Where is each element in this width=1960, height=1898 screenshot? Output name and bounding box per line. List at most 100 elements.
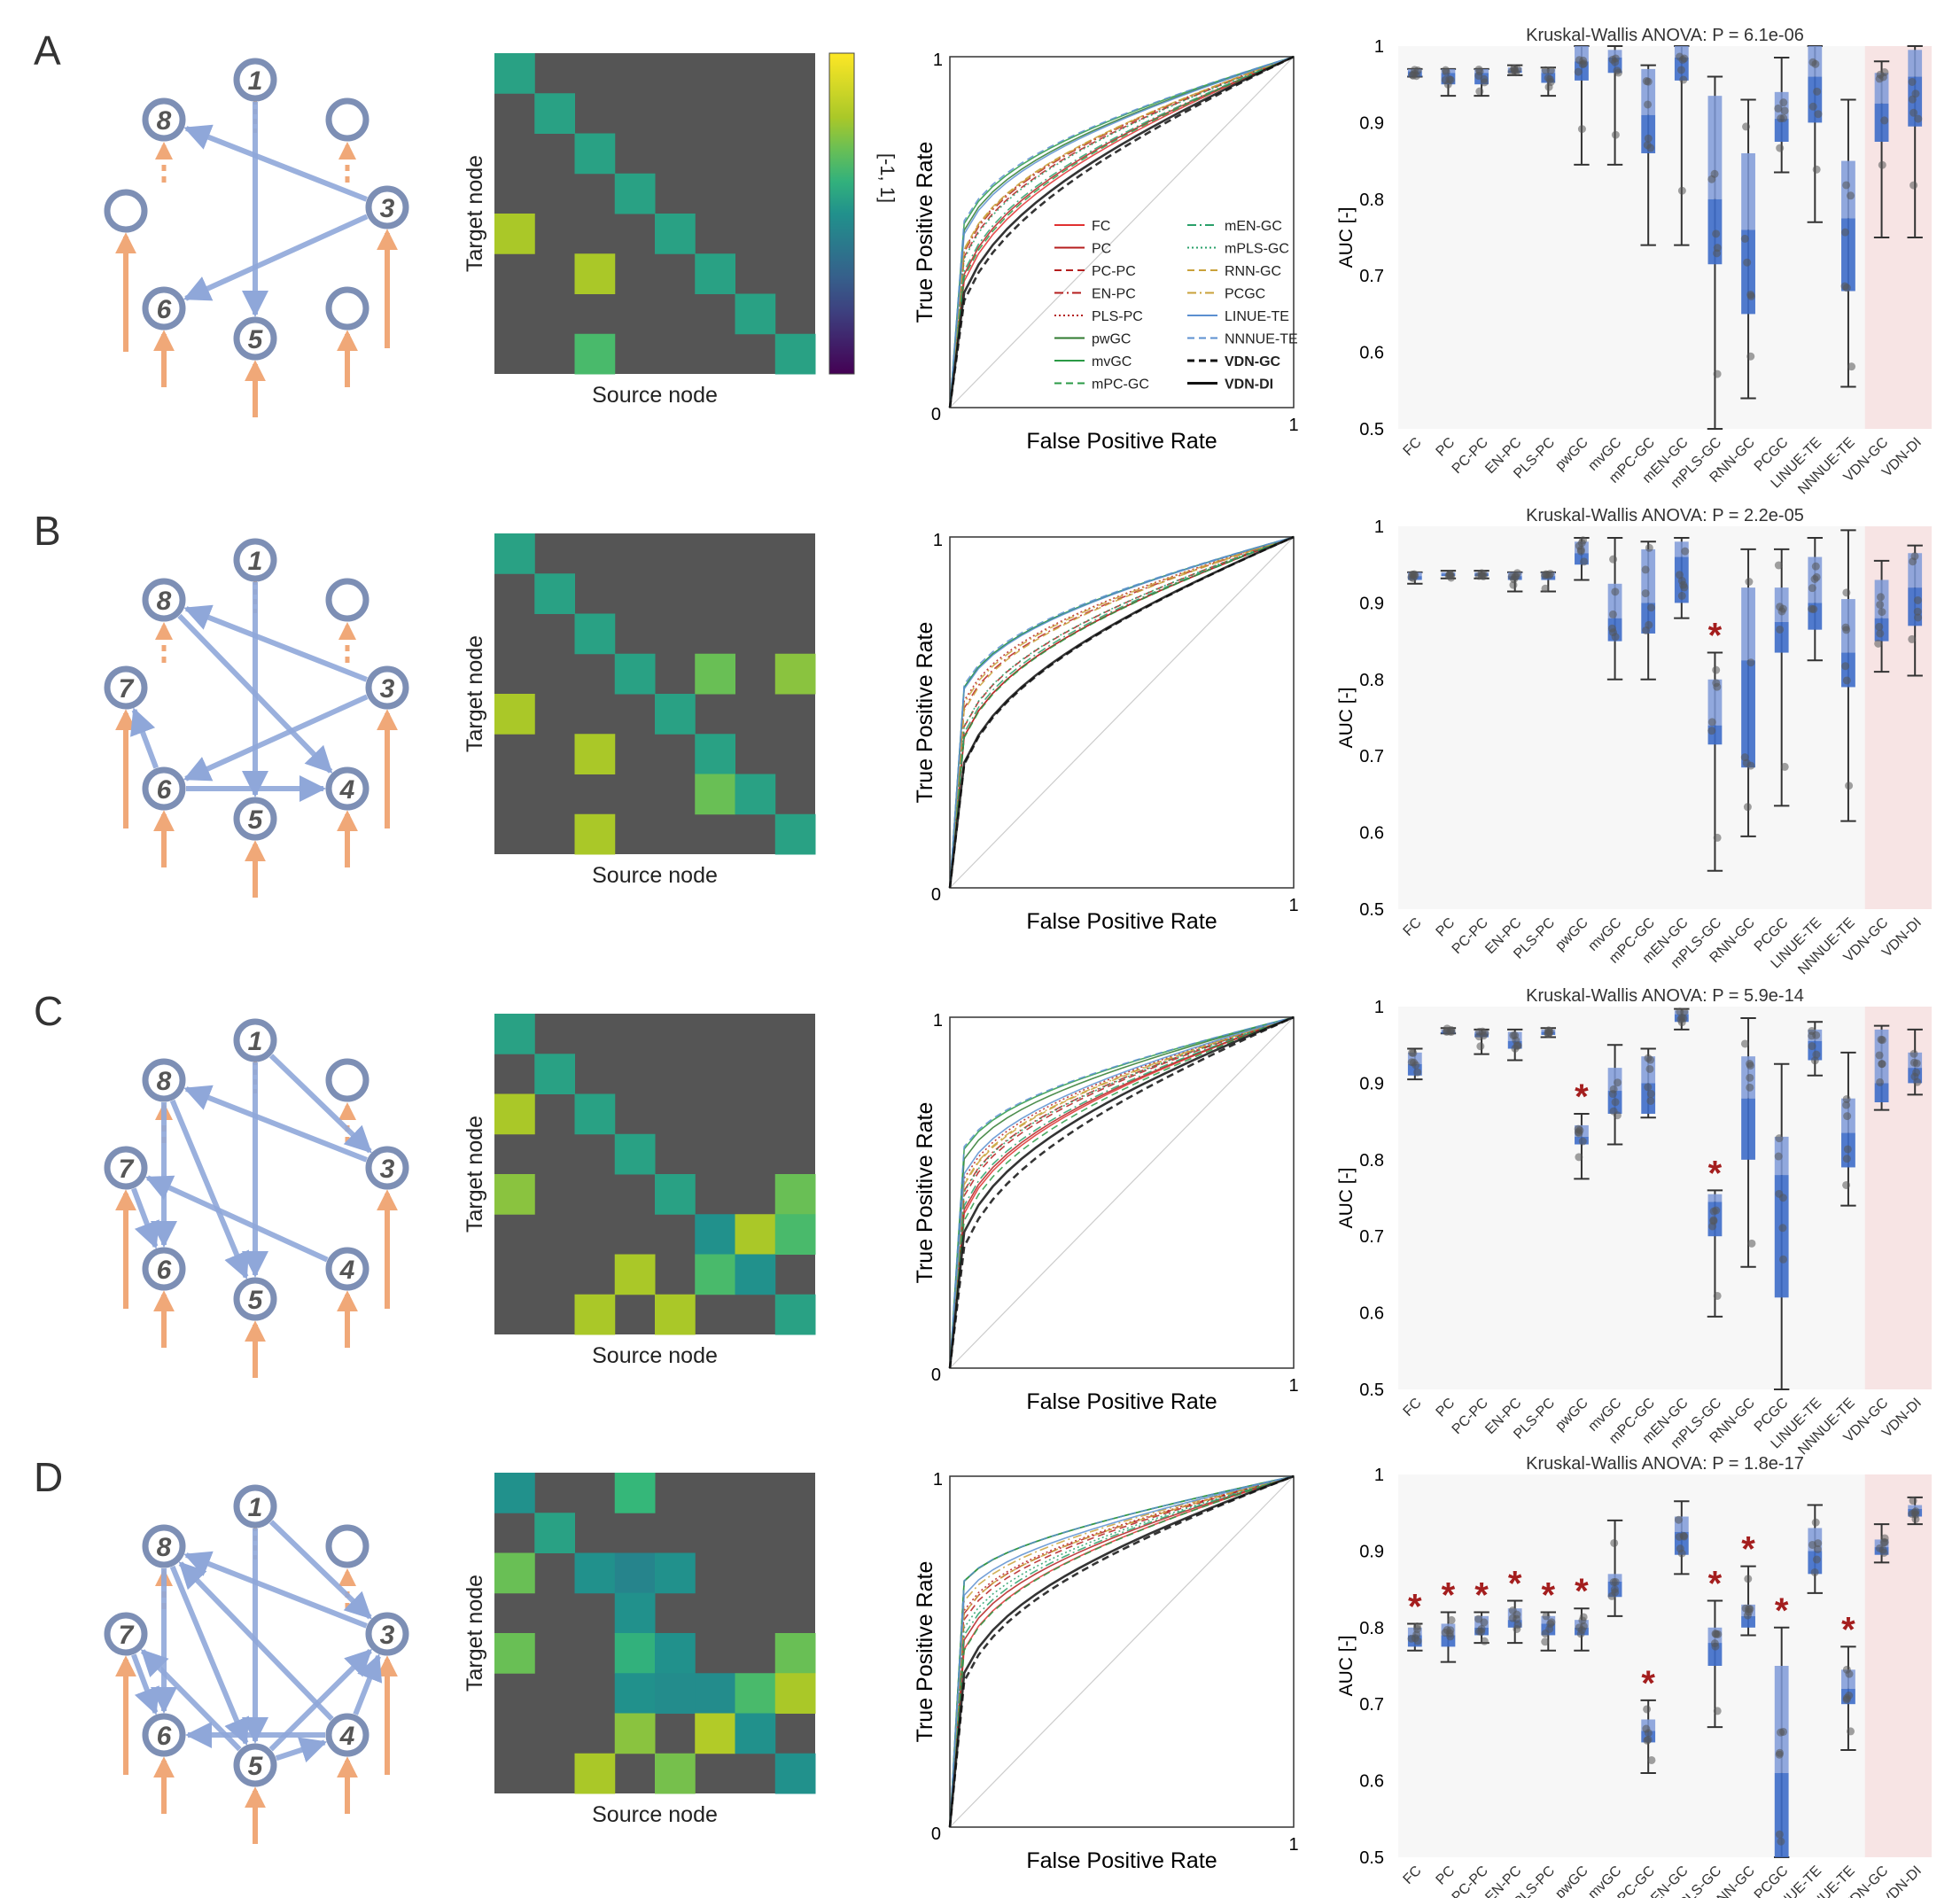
data-point [1813, 1544, 1822, 1553]
node-circle-empty [325, 97, 369, 142]
data-point [1874, 639, 1883, 648]
anova-title: Kruskal-Wallis ANOVA: P = 5.9e-14 [1526, 986, 1804, 1006]
data-point [1812, 1031, 1821, 1039]
matrix-cell [774, 1174, 816, 1215]
node-circle [233, 316, 277, 361]
data-point [1676, 66, 1685, 74]
connectivity-matrix-a: Source node Target node [-1, 1] [463, 52, 898, 408]
data-point [1675, 571, 1684, 580]
roc-curve [949, 1016, 1295, 1369]
roc-curve [949, 56, 1295, 408]
edge-arrow [131, 1653, 159, 1715]
connectivity-matrix-c: Source node Target node [463, 1014, 816, 1368]
matrix-cell [574, 1093, 616, 1135]
node-circle [233, 1018, 277, 1062]
box-lower [1741, 229, 1755, 315]
matrix-cell [494, 1633, 535, 1674]
box-ytick: 0.6 [1359, 344, 1384, 363]
legend-label: PC [1092, 242, 1111, 257]
data-point [1647, 1755, 1656, 1764]
data-point [1541, 1630, 1550, 1638]
edge-arrow [177, 613, 333, 774]
node-label: 4 [339, 775, 355, 805]
data-point [1876, 1077, 1885, 1086]
data-point [1579, 1613, 1588, 1622]
matrix-cell [494, 1473, 535, 1513]
data-point [1842, 676, 1851, 685]
data-point [1707, 727, 1716, 735]
matrix-cell [735, 1713, 776, 1754]
box-ytick: 0.7 [1359, 1227, 1384, 1247]
matrix-cell [735, 293, 776, 335]
data-point [1513, 1610, 1521, 1619]
matrix-cell [735, 1214, 776, 1255]
box-ytick: 0.7 [1359, 1695, 1384, 1715]
matrix-cell [774, 1633, 816, 1674]
data-point [1575, 1153, 1583, 1162]
node-label: 1 [248, 547, 263, 576]
roc-curve [949, 1475, 1295, 1828]
node-label: 6 [157, 1722, 172, 1751]
matrix-ylabel: Target node [463, 155, 487, 272]
data-point [1510, 64, 1519, 73]
data-point [1611, 587, 1620, 596]
data-point [1645, 543, 1653, 552]
roc-curve [949, 1475, 1295, 1828]
matrix-cell [695, 1214, 735, 1255]
legend-label: mvGC [1092, 354, 1132, 369]
data-point [1443, 1626, 1451, 1635]
colorbar-label: [-1, 1] [876, 153, 898, 203]
data-point [1774, 104, 1783, 113]
matrix-cell [574, 133, 616, 175]
data-point [1878, 1036, 1886, 1045]
data-point [1546, 1620, 1555, 1629]
node-label: 1 [248, 1493, 263, 1522]
data-point [1474, 1614, 1483, 1623]
matrix-cell [494, 533, 535, 574]
matrix-cell [494, 1014, 535, 1054]
significance-star: * [1575, 1077, 1589, 1116]
roc-curve [949, 1016, 1295, 1369]
data-point [1743, 803, 1752, 812]
node-circle [365, 185, 409, 229]
roc-xlabel: False Positive Rate [1026, 1389, 1217, 1414]
matrix-cell [774, 1753, 816, 1794]
data-point [1914, 114, 1923, 123]
method-tick-label: PC [1434, 915, 1458, 940]
data-point [1875, 74, 1884, 83]
data-point [1779, 98, 1788, 107]
data-point [1707, 718, 1716, 727]
matrix-cell [534, 1513, 575, 1553]
matrix-cell [655, 1753, 696, 1794]
data-point [1409, 1048, 1418, 1057]
roc-plot-c: 1 0 1 False Positive Rate True Positive Rate [913, 1011, 1299, 1414]
data-point [1480, 78, 1489, 87]
data-point [1880, 1534, 1889, 1543]
method-tick-label: PC-PC [1450, 1396, 1491, 1437]
data-point [1644, 1735, 1653, 1744]
data-point [1776, 625, 1785, 634]
data-point [1611, 1577, 1620, 1586]
box-plot-a: Kruskal-Wallis ANOVA: P = 6.1e-06 1 0.9 0.8… [1336, 26, 1932, 497]
box-ytick: 0.8 [1359, 1151, 1384, 1171]
box-upper [1607, 1574, 1622, 1582]
data-point [1479, 1031, 1488, 1040]
vdn-highlight-region [1864, 1474, 1932, 1857]
data-point [1511, 572, 1520, 581]
node-circle [325, 1247, 369, 1291]
data-point [1774, 1152, 1783, 1161]
node-circle [142, 97, 186, 142]
data-point [1712, 1630, 1721, 1638]
data-point [1644, 100, 1653, 109]
edge-arrow [183, 1551, 368, 1629]
method-tick-label: PC-PC [1450, 915, 1491, 957]
node-circle [233, 1277, 277, 1321]
node-circle [365, 1612, 409, 1656]
data-point [1808, 1540, 1816, 1549]
data-point [1676, 1015, 1685, 1023]
matrix-cell [735, 1254, 776, 1295]
data-point [1676, 1544, 1684, 1553]
data-point [1877, 593, 1886, 602]
box-ytick: 0.9 [1359, 113, 1384, 133]
roc-ylabel: True Positive Rate [913, 1102, 937, 1284]
